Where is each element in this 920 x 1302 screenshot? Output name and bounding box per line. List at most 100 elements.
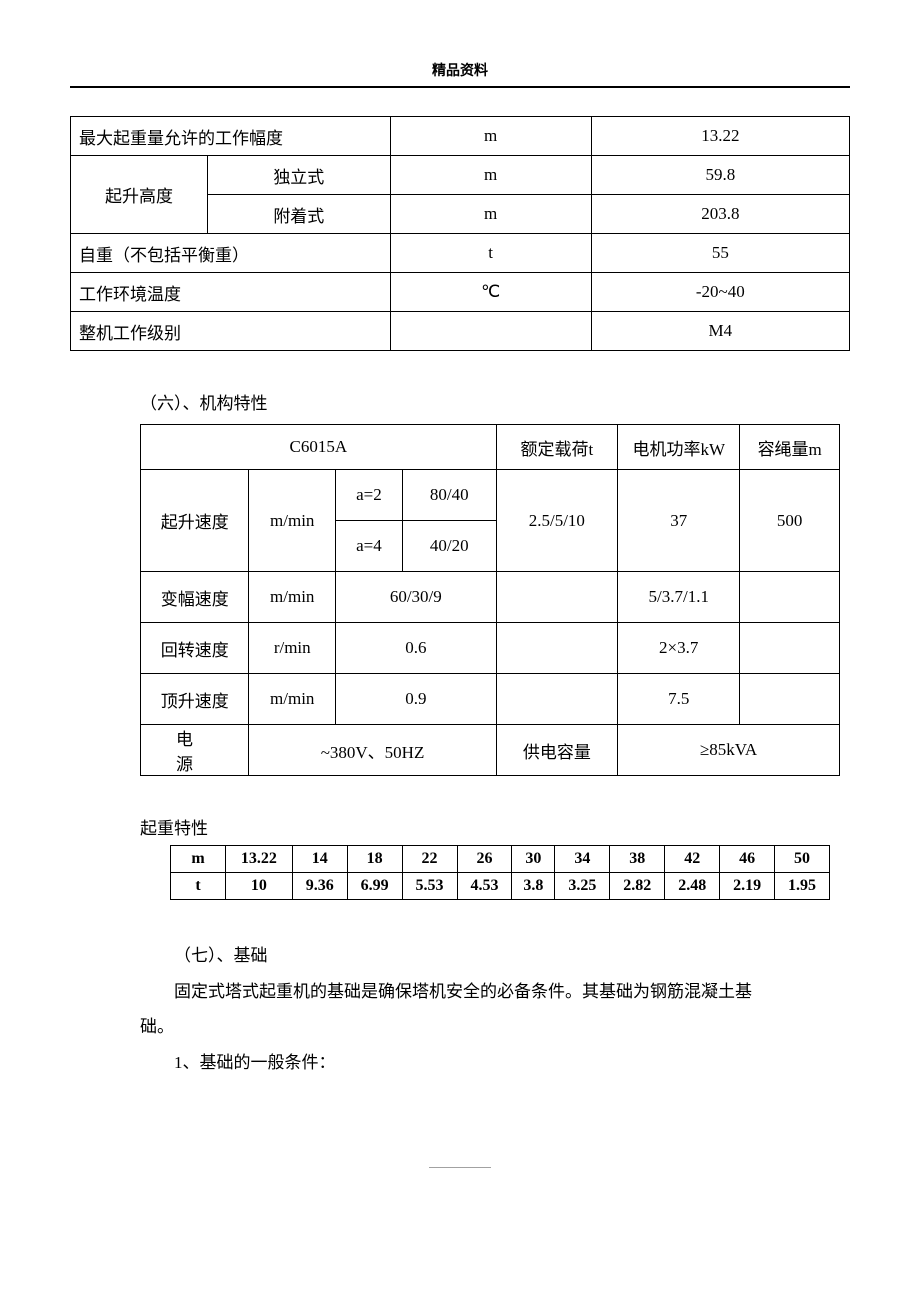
load-t: 2.82: [610, 873, 665, 900]
load-t: 3.25: [555, 873, 610, 900]
load-t: 5.53: [402, 873, 457, 900]
mech-power: 37: [618, 470, 740, 572]
mechanism-table: C6015A 额定载荷t 电机功率kW 容绳量m 起升速度 m/min a=2 …: [140, 424, 840, 776]
mech-load: [496, 623, 618, 674]
mech-head-load: 额定载荷t: [496, 425, 618, 470]
mech-load: [496, 572, 618, 623]
mech-head-power: 电机功率kW: [618, 425, 740, 470]
mech-unit: r/min: [249, 623, 336, 674]
mech-rope: [740, 674, 840, 725]
spec-value: -20~40: [591, 273, 849, 312]
footer-dots: ...............................: [70, 1161, 850, 1170]
spec-unit: t: [390, 234, 591, 273]
table-row: 电 源 ~380V、50HZ 供电容量 ≥85kVA: [141, 725, 840, 776]
spec-sublabel: 附着式: [208, 195, 391, 234]
mech-unit: m/min: [249, 470, 336, 572]
table-row: C6015A 额定载荷t 电机功率kW 容绳量m: [141, 425, 840, 470]
table-row: 变幅速度 m/min 60/30/9 5/3.7/1.1: [141, 572, 840, 623]
paragraph: 1、基础的一般条件：: [140, 1045, 780, 1081]
body-text: （七）、基础 固定式塔式起重机的基础是确保塔机安全的必备条件。其基础为钢筋混凝土…: [140, 938, 780, 1081]
load-t: 4.53: [457, 873, 512, 900]
spec-value: 13.22: [591, 117, 849, 156]
table-row: 整机工作级别 M4: [71, 312, 850, 351]
mech-unit: m/min: [249, 572, 336, 623]
load-t: 2.48: [665, 873, 720, 900]
load-t: 10: [226, 873, 293, 900]
section-7-title: （七）、基础: [140, 938, 780, 974]
mech-head-model: C6015A: [141, 425, 497, 470]
spec-label: 整机工作级别: [71, 312, 391, 351]
load-m: 13.22: [226, 846, 293, 873]
spec-unit: ℃: [390, 273, 591, 312]
load-m: 34: [555, 846, 610, 873]
mech-unit: m/min: [249, 674, 336, 725]
table-row: 最大起重量允许的工作幅度 m 13.22: [71, 117, 850, 156]
mech-power: ≥85kVA: [618, 725, 840, 776]
spec-unit: [390, 312, 591, 351]
mech-v2: 80/40: [402, 470, 496, 521]
spec-label: 工作环境温度: [71, 273, 391, 312]
load-m: 46: [720, 846, 775, 873]
load-t: 1.95: [775, 873, 830, 900]
load-m: 30: [512, 846, 555, 873]
mech-a2: a=2: [336, 470, 403, 521]
spec-value: M4: [591, 312, 849, 351]
load-m: 50: [775, 846, 830, 873]
mech-load: 2.5/5/10: [496, 470, 618, 572]
table-row: 回转速度 r/min 0.6 2×3.7: [141, 623, 840, 674]
mech-a4: a=4: [336, 521, 403, 572]
table-row: t 10 9.36 6.99 5.53 4.53 3.8 3.25 2.82 2…: [171, 873, 830, 900]
table-row: 工作环境温度 ℃ -20~40: [71, 273, 850, 312]
spec-label: 自重（不包括平衡重）: [71, 234, 391, 273]
paragraph: 固定式塔式起重机的基础是确保塔机安全的必备条件。其基础为钢筋混凝土基础。: [140, 974, 780, 1045]
mech-rope: 500: [740, 470, 840, 572]
load-t: 9.36: [292, 873, 347, 900]
spec-table: 最大起重量允许的工作幅度 m 13.22 起升高度 独立式 m 59.8 附着式…: [70, 116, 850, 351]
mech-val: 60/30/9: [336, 572, 497, 623]
spec-value: 203.8: [591, 195, 849, 234]
mech-rope: [740, 572, 840, 623]
load-title: 起重特性: [140, 814, 850, 839]
mech-val: ~380V、50HZ: [249, 725, 496, 776]
mech-power: 7.5: [618, 674, 740, 725]
spec-label: 最大起重量允许的工作幅度: [71, 117, 391, 156]
mech-name: 变幅速度: [141, 572, 249, 623]
mech-name: 回转速度: [141, 623, 249, 674]
mech-name: 顶升速度: [141, 674, 249, 725]
header-rule: [70, 86, 850, 88]
mech-v4: 40/20: [402, 521, 496, 572]
table-row: 起升高度 独立式 m 59.8: [71, 156, 850, 195]
spec-unit: m: [390, 156, 591, 195]
mech-rope: [740, 623, 840, 674]
mech-val: 0.6: [336, 623, 497, 674]
spec-label: 起升高度: [71, 156, 208, 234]
load-t-label: t: [171, 873, 226, 900]
spec-value: 55: [591, 234, 849, 273]
load-m: 18: [347, 846, 402, 873]
table-row: 起升速度 m/min a=2 80/40 2.5/5/10 37 500: [141, 470, 840, 521]
mech-head-rope: 容绳量m: [740, 425, 840, 470]
page-header: 精品资料: [70, 60, 850, 80]
load-m: 14: [292, 846, 347, 873]
spec-unit: m: [390, 117, 591, 156]
load-t: 6.99: [347, 873, 402, 900]
load-table: m 13.22 14 18 22 26 30 34 38 42 46 50 t …: [170, 845, 830, 900]
spec-value: 59.8: [591, 156, 849, 195]
load-m: 42: [665, 846, 720, 873]
mech-power: 2×3.7: [618, 623, 740, 674]
mech-load: 供电容量: [496, 725, 618, 776]
section-6-title: （六）、机构特性: [140, 389, 850, 414]
load-m: 22: [402, 846, 457, 873]
mech-power: 5/3.7/1.1: [618, 572, 740, 623]
table-row: 自重（不包括平衡重） t 55: [71, 234, 850, 273]
load-m: 26: [457, 846, 512, 873]
table-row: m 13.22 14 18 22 26 30 34 38 42 46 50: [171, 846, 830, 873]
spec-unit: m: [390, 195, 591, 234]
mech-name: 起升速度: [141, 470, 249, 572]
load-m: 38: [610, 846, 665, 873]
load-m-label: m: [171, 846, 226, 873]
spec-sublabel: 独立式: [208, 156, 391, 195]
mech-val: 0.9: [336, 674, 497, 725]
mech-name: 电 源: [141, 725, 249, 776]
load-t: 3.8: [512, 873, 555, 900]
